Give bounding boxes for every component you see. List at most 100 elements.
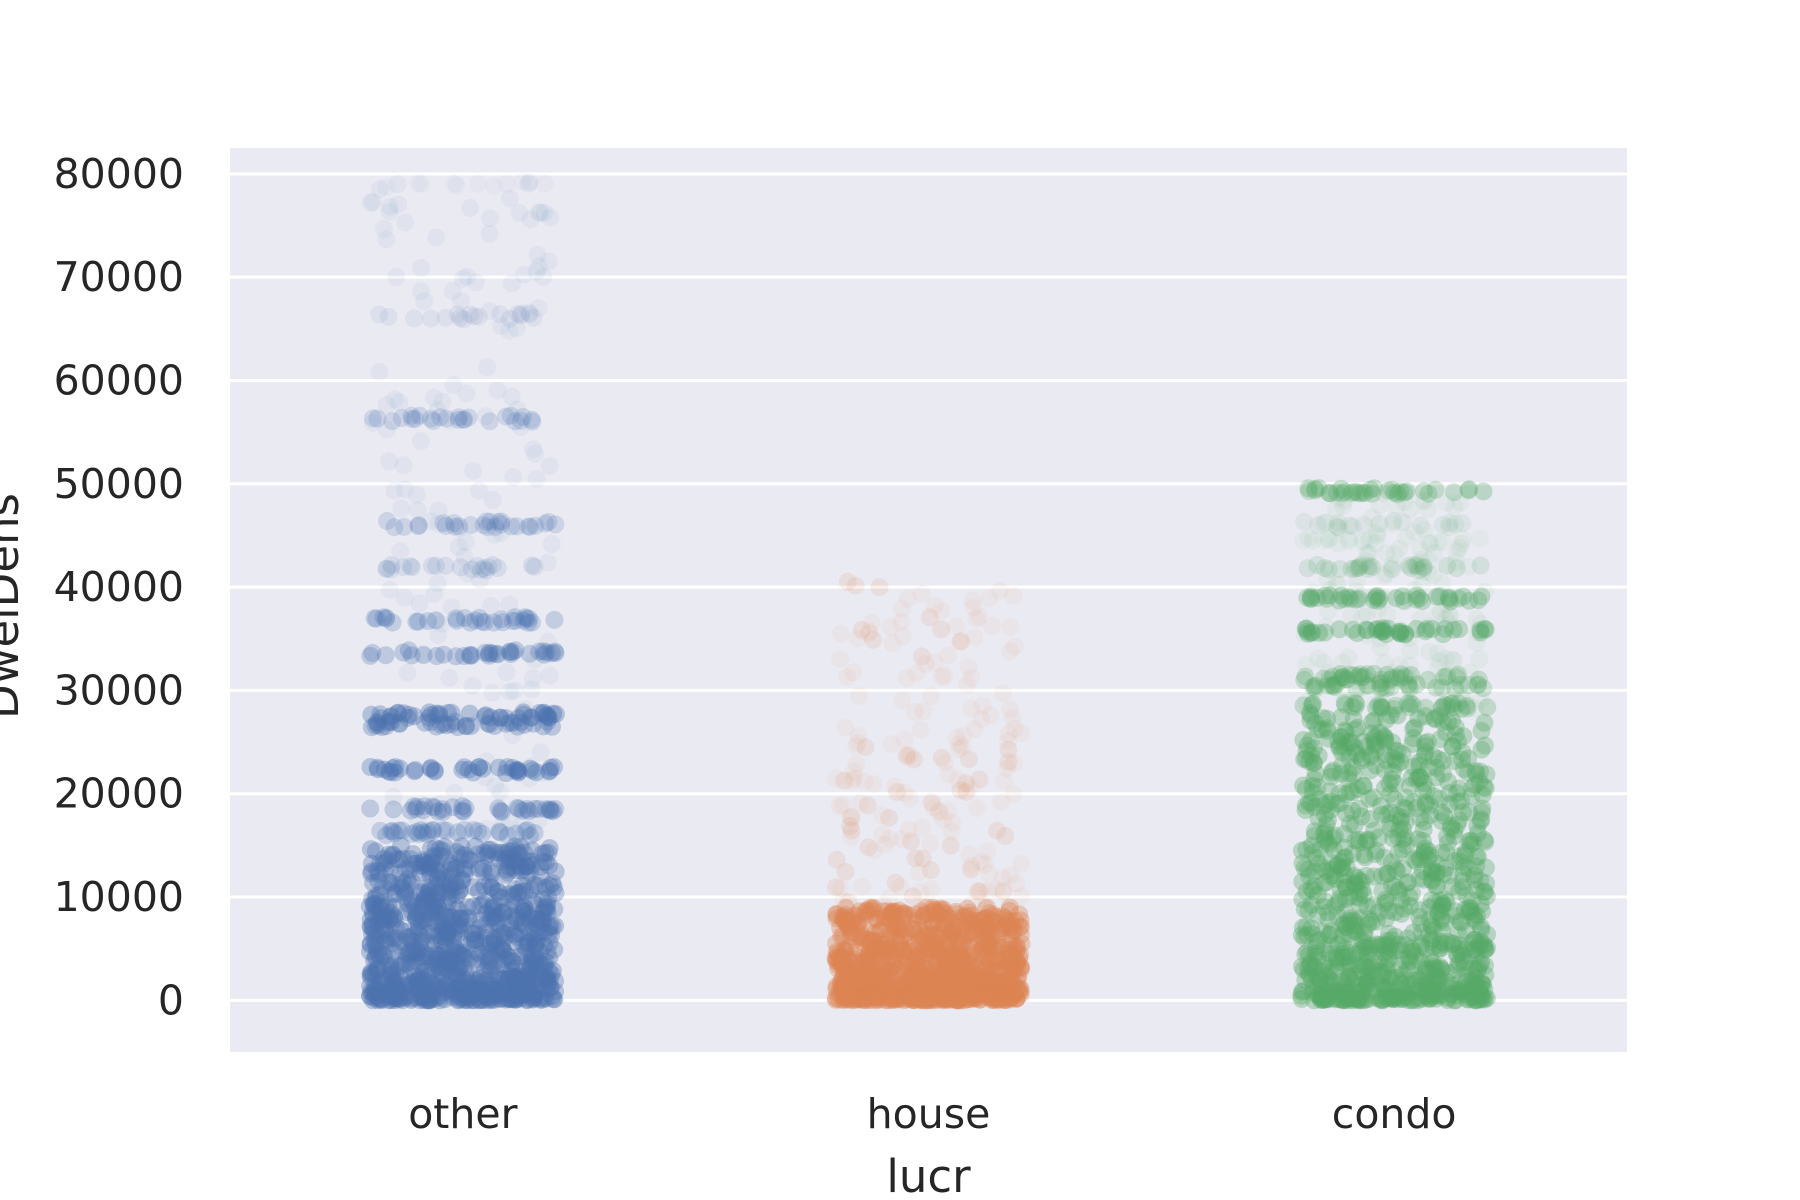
- point-other: [415, 948, 433, 967]
- point-house: [970, 990, 989, 1009]
- point-other: [500, 969, 518, 988]
- point-house: [1004, 958, 1023, 977]
- point-other: [365, 931, 384, 950]
- point-house: [1001, 912, 1020, 931]
- point-house: [934, 950, 953, 968]
- point-other: [429, 988, 448, 1007]
- point-other: [527, 262, 546, 281]
- point-other: [494, 983, 513, 1002]
- point-house: [959, 946, 977, 965]
- point-house: [838, 950, 857, 969]
- point-other: [499, 948, 518, 967]
- point-other: [361, 193, 380, 212]
- point-house: [955, 966, 974, 985]
- point-other: [504, 858, 523, 877]
- point-other: [389, 980, 408, 999]
- point-other: [443, 962, 462, 981]
- point-house: [911, 928, 930, 947]
- point-house: [887, 926, 906, 945]
- point-house: [855, 772, 874, 791]
- point-other: [491, 305, 510, 324]
- point-other: [540, 839, 559, 858]
- point-other: [396, 213, 415, 232]
- point-other: [361, 840, 380, 859]
- plot-area: [230, 148, 1627, 1052]
- point-other: [376, 910, 395, 928]
- point-house: [878, 902, 897, 921]
- point-condo: [1387, 755, 1406, 773]
- point-other: [539, 708, 558, 726]
- point-house: [981, 706, 1000, 725]
- point-house: [827, 942, 846, 961]
- point-other: [491, 920, 509, 939]
- point-house: [990, 938, 1009, 957]
- point-other: [515, 897, 533, 916]
- point-house: [924, 901, 943, 920]
- point-house: [905, 750, 923, 769]
- point-house: [895, 921, 914, 939]
- point-other: [408, 797, 426, 816]
- point-other: [480, 975, 499, 994]
- point-other: [409, 943, 428, 962]
- point-other: [381, 950, 400, 969]
- point-other: [380, 956, 399, 975]
- point-other: [492, 802, 511, 821]
- point-house: [917, 926, 936, 945]
- point-house: [933, 667, 951, 686]
- point-other: [485, 956, 504, 975]
- point-other: [397, 903, 416, 922]
- point-other: [435, 873, 454, 892]
- point-house: [852, 973, 871, 992]
- point-other: [362, 705, 381, 724]
- point-condo: [1309, 649, 1328, 668]
- point-other: [522, 410, 541, 429]
- point-condo: [1446, 552, 1465, 571]
- point-other: [458, 986, 477, 1005]
- point-house: [924, 903, 943, 922]
- point-house: [873, 971, 892, 990]
- point-house: [965, 989, 984, 1008]
- point-house: [959, 981, 978, 1000]
- point-other: [446, 983, 465, 1001]
- point-other: [512, 861, 531, 880]
- point-other: [367, 713, 386, 732]
- point-other: [508, 842, 527, 861]
- point-other: [401, 801, 420, 820]
- point-house: [1004, 754, 1023, 773]
- point-house: [883, 951, 901, 970]
- point-house: [888, 990, 906, 1009]
- point-other: [421, 409, 440, 428]
- point-other: [470, 758, 489, 777]
- point-other: [485, 525, 504, 544]
- point-house: [835, 990, 854, 1009]
- point-house: [995, 915, 1014, 934]
- point-other: [403, 558, 421, 577]
- point-house: [992, 918, 1011, 937]
- point-house: [947, 991, 966, 1010]
- point-house: [1003, 978, 1022, 997]
- point-condo: [1393, 989, 1411, 1008]
- point-other: [435, 943, 453, 962]
- point-house: [907, 989, 926, 1008]
- point-other: [431, 958, 450, 977]
- point-other: [383, 911, 402, 930]
- point-other: [546, 800, 565, 819]
- point-other: [431, 953, 450, 972]
- point-condo: [1404, 793, 1423, 812]
- point-condo: [1319, 729, 1338, 748]
- point-house: [1007, 950, 1026, 969]
- point-other: [507, 928, 526, 946]
- point-other: [519, 517, 538, 536]
- point-other: [477, 846, 496, 865]
- point-house: [924, 970, 943, 989]
- point-house: [976, 932, 995, 951]
- point-other: [496, 709, 515, 728]
- point-other: [507, 824, 526, 843]
- point-house: [880, 966, 898, 985]
- point-house: [1000, 932, 1018, 951]
- point-house: [995, 772, 1013, 791]
- point-other: [426, 945, 445, 964]
- point-other: [489, 758, 508, 777]
- point-house: [844, 663, 863, 682]
- point-other: [368, 409, 387, 428]
